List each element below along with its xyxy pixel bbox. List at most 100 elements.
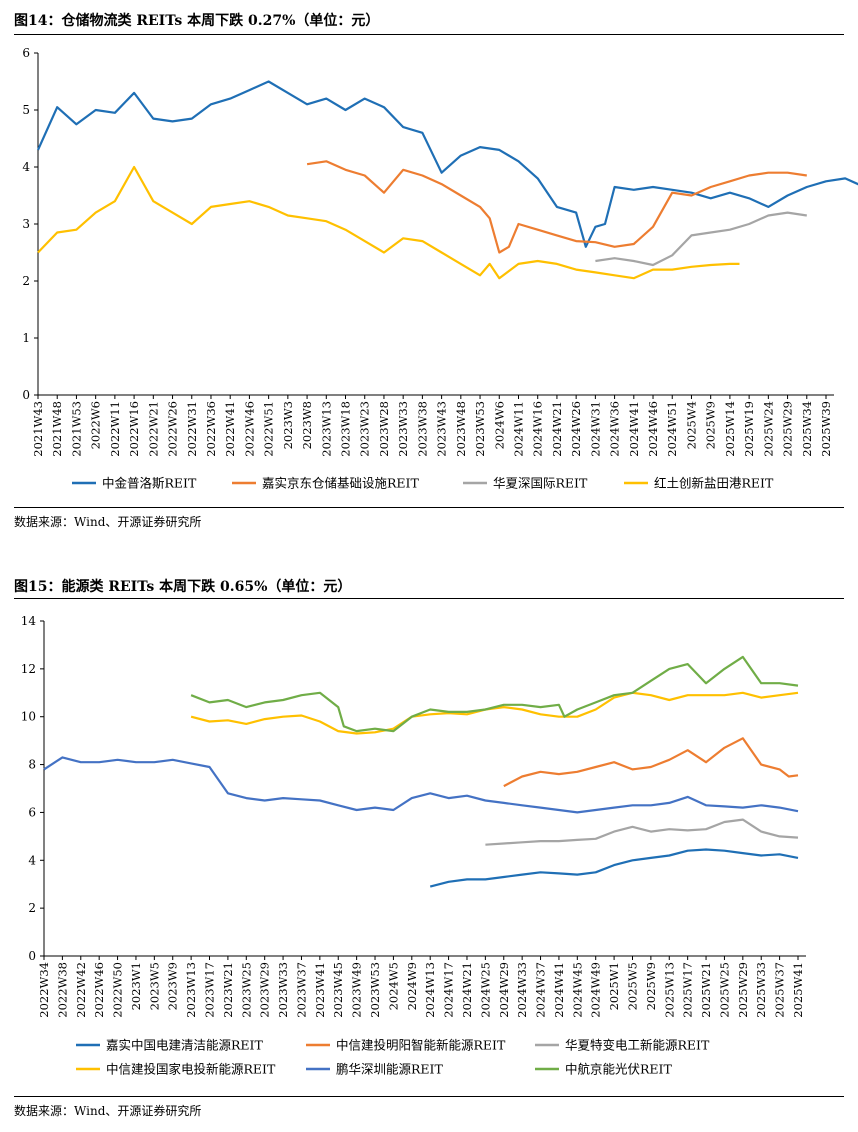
chart2-x-tick-label: 2022W34: [37, 962, 51, 1018]
chart1-x-tick-label: 2023W38: [415, 401, 429, 457]
chart1-x-tick-label: 2025W34: [800, 401, 814, 457]
chart1-x-tick-label: 2024W51: [665, 401, 679, 457]
chart1-x-tick-label: 2025W14: [723, 401, 737, 457]
chart2-x-tick-label: 2023W41: [313, 962, 327, 1018]
chart2-series-line-3: [485, 818, 799, 846]
chart1-x-tick-label: 2022W6: [89, 401, 103, 449]
chart2-x-tick-label: 2025W1: [607, 962, 621, 1010]
chart1-svg: 0 1 2 3 4 5 6 2021W43 2021W48 2021W53 2022W6 2022W1…: [22, 46, 858, 491]
chart1-x-tick-label: 2023W3: [281, 401, 295, 449]
chart1-x-tick-label: 2025W9: [704, 401, 718, 449]
chart2-svg: 0 2 4 6 8 10 12 14 2022W34 2022W38 2022W42 2022W46 2…: [21, 614, 806, 1077]
chart1-x-tick-label: 2022W31: [185, 401, 199, 457]
chart2-x-tick-label: 2024W9: [405, 962, 419, 1010]
chart2-x-tick-label: 2022W50: [111, 962, 125, 1018]
chart2-x-tick-label: 2023W21: [221, 962, 235, 1018]
chart2-y-tick-label: 6: [28, 805, 36, 819]
chart2-x-tick-label: 2024W25: [478, 962, 492, 1018]
chart2-x-tick-label: 2025W13: [662, 962, 676, 1018]
chart2-x-tick-label: 2024W21: [460, 962, 474, 1018]
chart2-x-tick-label: 2025W21: [699, 962, 713, 1018]
chart1-x-tick-label: 2023W33: [396, 401, 410, 457]
chart1-y-tick-label: 5: [22, 103, 30, 117]
chart2-legend-label: 中信建投国家电投新能源REIT: [106, 1062, 276, 1077]
chart2-series-line-5: [43, 756, 799, 814]
chart2-x-tick-label: 2023W49: [350, 962, 364, 1018]
chart1-x-tick-label: 2022W41: [223, 401, 237, 457]
chart1-x-tick-label: 2023W53: [473, 401, 487, 457]
chart1-x-tick-label: 2021W48: [50, 401, 64, 457]
chart2-y-tick-label: 14: [21, 614, 37, 628]
chart1-y-tick-label: 4: [22, 160, 30, 174]
chart2-x-tick-label: 2023W53: [368, 962, 382, 1018]
chart2-source-rule: [14, 1096, 844, 1097]
chart1-x-tick-label: 2023W28: [377, 401, 391, 457]
chart1-title-rule: [14, 34, 844, 35]
chart1-x-tick-label: 2022W16: [127, 401, 141, 457]
chart2-series-line-6: [190, 655, 799, 733]
chart2-x-tick-label: 2024W29: [497, 962, 511, 1018]
chart2-series-line-2: [503, 737, 799, 788]
chart1-x-tick-label: 2025W29: [781, 401, 795, 457]
chart2-x-tick-label: 2023W45: [331, 962, 345, 1018]
chart2-legend-label: 中信建投明阳智能新能源REIT: [336, 1038, 506, 1053]
chart1-series-line-1: [36, 80, 858, 248]
chart2-title-rule: [14, 598, 844, 599]
chart1-source: 数据来源：Wind、开源证券研究所: [14, 515, 202, 529]
chart2-series-line-1: [429, 848, 799, 888]
chart2-x-tick-label: 2023W1: [129, 962, 143, 1010]
chart2-x-tick-label: 2024W17: [442, 962, 456, 1018]
chart1-x-tick-label: 2022W36: [204, 401, 218, 457]
chart2-x-tick-label: 2022W38: [55, 962, 69, 1018]
chart2-x-tick-label: 2024W33: [515, 962, 529, 1018]
chart2-series-line-4: [190, 691, 799, 735]
chart2-x-tick-label: 2023W29: [258, 962, 272, 1018]
chart1-x-tick-label: 2023W18: [339, 401, 353, 457]
chart1-x-tick-label: 2021W43: [31, 401, 45, 457]
chart1-x-tick-label: 2023W8: [300, 401, 314, 449]
chart2-x-tick-label: 2024W37: [534, 962, 548, 1018]
chart1-x-tick-label: 2024W16: [531, 401, 545, 457]
chart2-legend-label: 华夏特变电工新能源REIT: [565, 1038, 710, 1053]
chart1-x-tick-label: 2021W53: [69, 401, 83, 457]
chart1-x-tick-label: 2024W41: [627, 401, 641, 457]
chart2-x-tick-label: 2023W5: [147, 962, 161, 1010]
chart2-x-tick-label: 2024W5: [386, 962, 400, 1010]
chart2-x-tick-label: 2025W41: [791, 962, 805, 1018]
chart2-y-tick-label: 4: [28, 853, 36, 867]
chart1-y-tick-label: 0: [22, 388, 30, 402]
chart1-x-tick-label: 2022W26: [166, 401, 180, 457]
chart2-x-tick-label: 2023W33: [276, 962, 290, 1018]
chart1-x-tick-label: 2025W24: [761, 401, 775, 457]
chart1-x-tick-label: 2024W31: [588, 401, 602, 457]
chart2-x-tick-label: 2024W45: [570, 962, 584, 1018]
chart1-y-tick-label: 2: [22, 274, 30, 288]
chart2-x-tick-label: 2023W37: [294, 962, 308, 1018]
chart1-series-line-4: [37, 165, 740, 280]
chart2-x-tick-label: 2022W42: [74, 962, 88, 1018]
chart1-legend-label: 中金普洛斯REIT: [102, 476, 197, 491]
chart2-legend-label: 中航京能光伏REIT: [565, 1062, 672, 1077]
chart1-x-tick-label: 2022W51: [262, 401, 276, 457]
chart2-x-tick-label: 2025W17: [681, 962, 695, 1018]
chart2-x-tick-label: 2025W37: [773, 962, 787, 1018]
chart1-source-rule: [14, 507, 844, 508]
chart2-source: 数据来源：Wind、开源证券研究所: [14, 1104, 202, 1118]
chart1-x-tick-label: 2022W46: [242, 401, 256, 457]
chart1-legend-label: 红土创新盐田港REIT: [654, 476, 774, 491]
chart1-series-line-2: [306, 160, 807, 254]
chart1-x-tick-label: 2022W21: [146, 401, 160, 457]
chart1-x-tick-label: 2024W46: [646, 401, 660, 457]
chart1-x-tick-label: 2024W6: [492, 401, 506, 449]
chart1-x-tick-label: 2025W39: [819, 401, 833, 457]
chart2-y-tick-label: 0: [28, 949, 36, 963]
chart2-x-tick-label: 2023W17: [203, 962, 217, 1018]
chart1-x-tick-label: 2023W48: [454, 401, 468, 457]
chart1-x-tick-label: 2024W26: [569, 401, 583, 457]
chart2-legend-label: 嘉实中国电建清洁能源REIT: [106, 1038, 263, 1053]
chart1-x-tick-label: 2024W11: [511, 401, 525, 457]
chart2-x-tick-label: 2024W13: [423, 962, 437, 1018]
chart2-x-tick-label: 2022W46: [92, 962, 106, 1018]
chart1-title: 图14：仓储物流类 REITs 本周下跌 0.27%（单位：元）: [14, 13, 380, 29]
chart1-x-tick-label: 2024W36: [608, 401, 622, 457]
